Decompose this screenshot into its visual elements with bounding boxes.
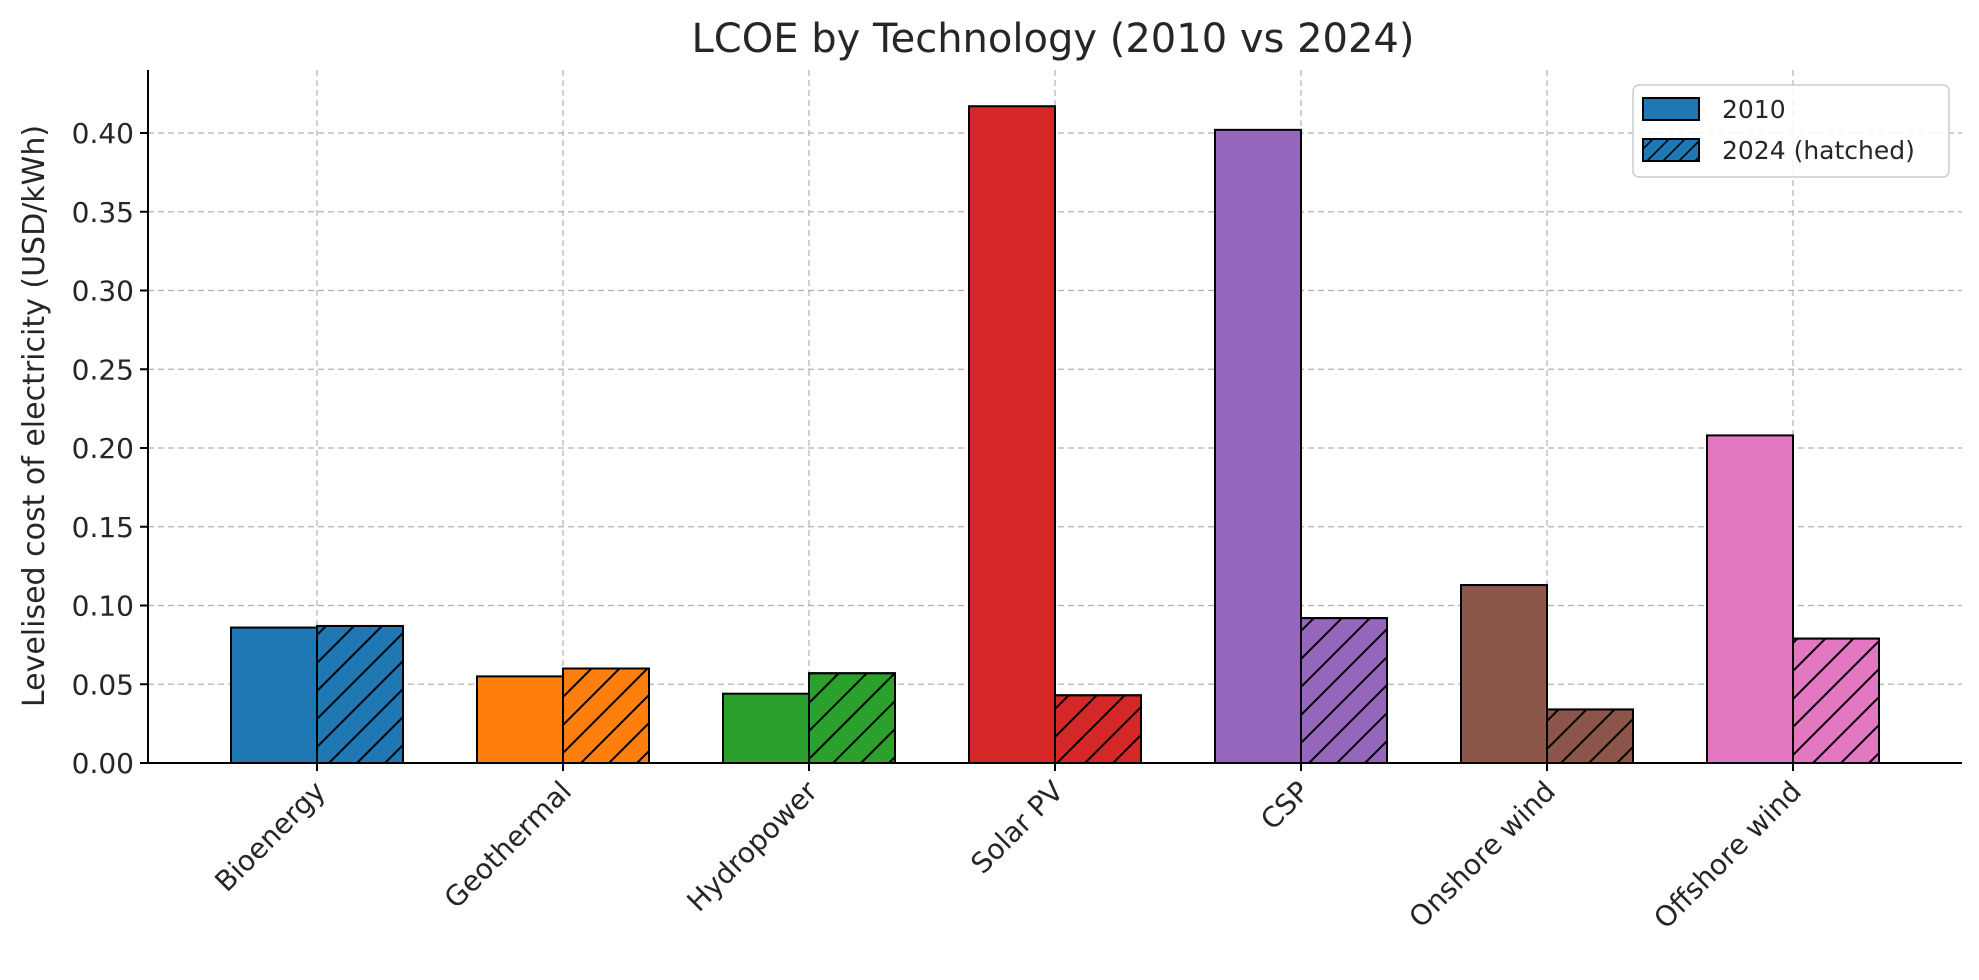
- y-tick-labels: 0.00 0.05 0.10 0.15 0.20 0.25 0.30 0.35 0.40: [72, 117, 134, 780]
- legend-swatch-2024-hatch: [1642, 138, 1700, 162]
- bar-geothermal-2024-hatch: [562, 667, 650, 764]
- bar-onshore-wind-2024-hatch: [1546, 708, 1634, 765]
- x-tick-label: Bioenergy: [208, 775, 332, 899]
- bar-offshore-wind-2010: [1706, 434, 1794, 764]
- y-axis-label: Levelised cost of electricity (USD/kWh): [17, 125, 52, 707]
- bar-hydropower-2010: [722, 692, 810, 765]
- legend-label-2010: 2010: [1722, 95, 1786, 124]
- y-tick-label: 0.40: [72, 117, 134, 150]
- legend-swatch-2010: [1642, 97, 1700, 121]
- legend-label-2024: 2024 (hatched): [1722, 136, 1915, 165]
- bars: [230, 105, 1880, 765]
- legend-frame: [1632, 84, 1950, 178]
- bar-solar-pv-2024-hatch: [1054, 694, 1142, 765]
- legend: 2010 2024 (hatched): [1632, 84, 1950, 178]
- axes: [140, 70, 1962, 771]
- bar-offshore-wind-2024-hatch: [1792, 637, 1880, 765]
- bar-geothermal-2010: [476, 675, 564, 764]
- y-tick-label: 0.20: [72, 432, 134, 465]
- x-tick-label: Offshore wind: [1647, 775, 1808, 936]
- y-tick-label: 0.25: [72, 353, 134, 386]
- bar-bioenergy-2010: [230, 626, 318, 764]
- x-tick-label: Geothermal: [438, 775, 578, 915]
- x-tick-label: CSP: [1254, 775, 1316, 837]
- bar-onshore-wind-2010: [1460, 584, 1548, 765]
- bar-solar-pv-2010: [968, 105, 1056, 765]
- x-tick-labels: Bioenergy Geothermal Hydropower Solar PV CSP…: [208, 774, 1808, 935]
- x-tick-label: Hydropower: [680, 774, 824, 918]
- bar-csp-2024-hatch: [1300, 617, 1388, 764]
- x-tick-label: Onshore wind: [1403, 775, 1562, 934]
- chart-title: LCOE by Technology (2010 vs 2024): [692, 16, 1415, 62]
- bar-bioenergy-2024-hatch: [316, 624, 404, 764]
- y-tick-label: 0.15: [72, 511, 134, 544]
- bar-hydropower-2024-hatch: [808, 672, 896, 764]
- y-tick-label: 0.00: [72, 747, 134, 780]
- y-tick-label: 0.35: [72, 196, 134, 229]
- x-tick-label: Solar PV: [964, 775, 1070, 881]
- y-tick-label: 0.10: [72, 590, 134, 623]
- y-tick-label: 0.05: [72, 668, 134, 701]
- bar-csp-2010: [1214, 128, 1302, 765]
- y-tick-label: 0.30: [72, 275, 134, 308]
